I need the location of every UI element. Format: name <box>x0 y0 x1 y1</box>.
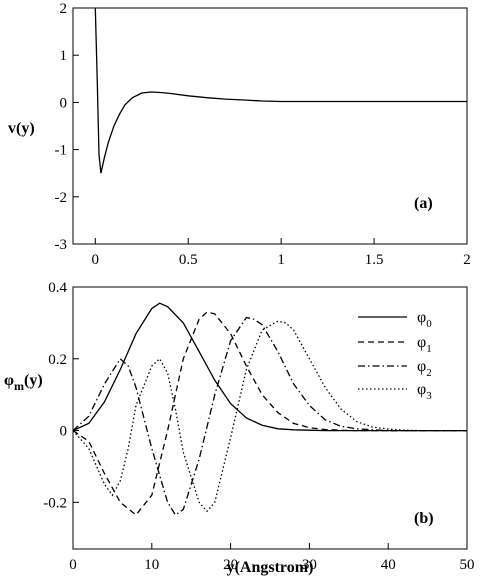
panel-a-ylabel: v(y) <box>8 120 35 137</box>
panel-b-xtick-label: 50 <box>460 557 475 573</box>
panel-a-curve <box>94 7 467 174</box>
panel-b-xtick-label: 20 <box>223 557 238 573</box>
panel-b-ylabel-tail: (y) <box>24 372 43 389</box>
panel-b-ytick-label: 0 <box>60 424 68 440</box>
panel-a-xtick-label: 2 <box>463 252 471 268</box>
panel-b: 0 10 20 30 40 50 -0.2 0 0.2 0.4 (b) φm(y) y(Angst… <box>4 280 475 576</box>
legend-label-phi2: φ2 <box>417 358 432 379</box>
panel-a-xtick-label: 1.5 <box>365 252 384 268</box>
panel-a-plot-frame <box>72 7 468 245</box>
panel-b-ylabel: φm(y) <box>4 372 43 393</box>
panel-a-ticks: 0 0.5 1 1.5 2 -3 -2 -1 0 1 2 <box>55 1 471 268</box>
series-phi3-line <box>72 320 467 513</box>
panel-b-legend: φ0 φ1 φ2 φ3 <box>358 309 432 402</box>
panel-b-xlabel: y(Angstrom) <box>227 559 314 576</box>
panel-b-ylabel-main: φ <box>4 372 14 389</box>
legend-label-phi1: φ1 <box>417 334 432 355</box>
panel-a-xtick-label: 1 <box>277 252 285 268</box>
series-phi2-line <box>72 316 467 516</box>
panel-a: 0 0.5 1 1.5 2 -3 -2 -1 0 1 2 (a) v(y) <box>8 1 471 268</box>
panel-a-ytick-label: 2 <box>60 1 68 17</box>
panel-b-label: (b) <box>414 510 434 527</box>
legend-label-phi3: φ3 <box>417 381 432 402</box>
panel-b-xtick-label: 10 <box>144 557 159 573</box>
panel-b-ytick-label: -0.2 <box>43 495 67 511</box>
panel-a-xtick-label: 0.5 <box>179 252 198 268</box>
panel-a-ytick-label: -1 <box>55 143 68 159</box>
panel-b-ytick-label: 0.4 <box>48 280 67 296</box>
series-phi0-line <box>72 302 467 432</box>
panel-b-ylabel-sub: m <box>14 379 24 393</box>
panel-a-ytick-label: 1 <box>60 48 68 64</box>
panel-b-xtick-label: 40 <box>381 557 396 573</box>
panel-a-xtick-label: 0 <box>92 252 100 268</box>
panel-b-ticks: 0 10 20 30 40 50 -0.2 0 0.2 0.4 <box>43 280 474 573</box>
panel-a-ytick-label: -2 <box>55 190 68 206</box>
panel-b-curves <box>72 302 467 516</box>
series-phi1-line <box>72 311 467 516</box>
panel-b-xtick-label: 30 <box>302 557 317 573</box>
panel-b-xtick-label: 0 <box>69 557 77 573</box>
panel-a-ytick-label: 0 <box>60 95 68 111</box>
legend-label-phi0: φ0 <box>417 309 432 330</box>
panel-b-ytick-label: 0.2 <box>48 352 67 368</box>
panel-a-label: (a) <box>414 195 433 212</box>
panel-a-ytick-label: -3 <box>55 237 68 253</box>
panel-b-plot-frame <box>72 286 468 550</box>
